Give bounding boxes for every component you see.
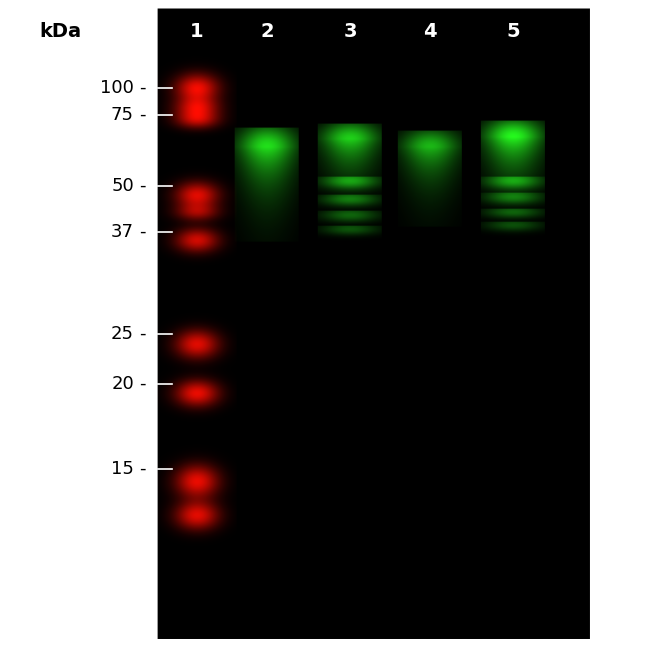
Text: 37: 37 xyxy=(111,223,134,241)
Text: -: - xyxy=(138,177,145,195)
Text: -: - xyxy=(138,375,145,393)
Text: -: - xyxy=(138,325,145,343)
Text: -: - xyxy=(138,223,145,241)
Text: 1: 1 xyxy=(190,22,204,41)
Text: -: - xyxy=(138,460,145,478)
Text: 75: 75 xyxy=(111,106,134,124)
Text: 50: 50 xyxy=(111,177,134,195)
Text: 5: 5 xyxy=(506,22,520,41)
Text: 3: 3 xyxy=(343,22,357,41)
Text: 20: 20 xyxy=(111,375,134,393)
Text: 4: 4 xyxy=(423,22,437,41)
Text: 25: 25 xyxy=(111,325,134,343)
Text: -: - xyxy=(138,79,145,97)
Text: 2: 2 xyxy=(260,22,274,41)
Text: 100: 100 xyxy=(100,79,134,97)
Text: -: - xyxy=(138,106,145,124)
Text: kDa: kDa xyxy=(39,22,81,41)
Text: 15: 15 xyxy=(111,460,134,478)
